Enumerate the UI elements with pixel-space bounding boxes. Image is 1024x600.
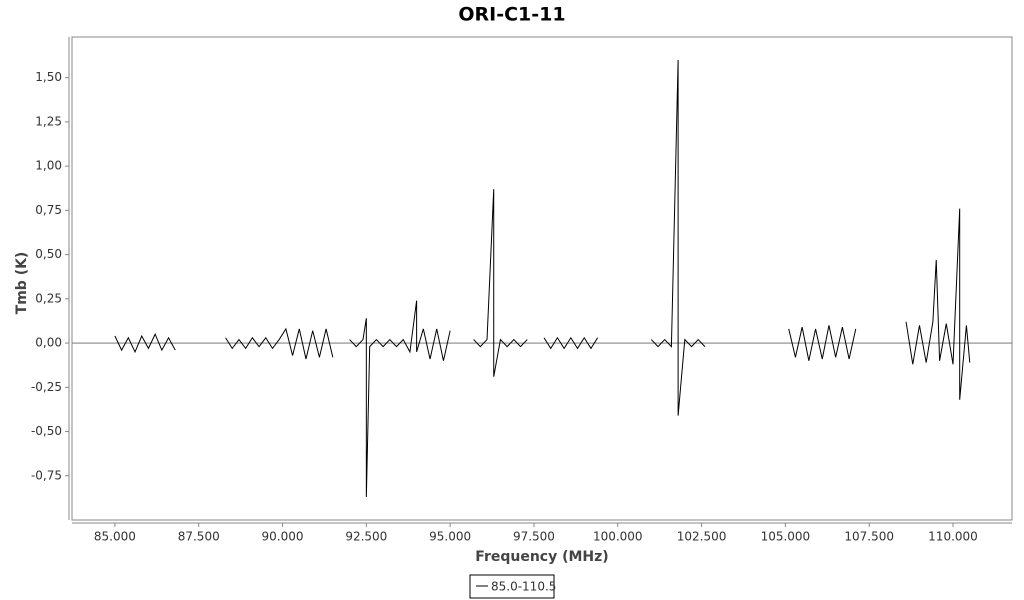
x-tick-label: 92.500 <box>345 530 387 544</box>
y-tick-label: 0,75 <box>35 203 62 217</box>
x-tick-label: 100.000 <box>593 530 643 544</box>
x-axis-label: Frequency (MHz) <box>475 549 608 565</box>
x-tick-label: 90.000 <box>262 530 304 544</box>
y-tick-label: 1,00 <box>35 159 62 173</box>
y-tick-label: 1,50 <box>35 70 62 84</box>
legend <box>469 574 555 599</box>
y-tick-label: 1,25 <box>35 114 62 128</box>
legend-label: 85.0-110.5 <box>491 580 556 594</box>
spectrum-line <box>114 59 971 498</box>
y-tick-label: 0,25 <box>35 291 62 305</box>
x-tick-label: 87.500 <box>178 530 220 544</box>
x-tick-label: 95.000 <box>429 530 471 544</box>
x-tick-label: 102.500 <box>677 530 727 544</box>
x-tick-label: 97.500 <box>513 530 555 544</box>
x-tick-label: 110.000 <box>928 530 978 544</box>
plot-frame <box>71 36 1013 521</box>
y-tick-label: -0,50 <box>31 424 62 438</box>
x-tick-label: 107.500 <box>844 530 894 544</box>
y-axis-label: Tmb (K) <box>14 252 30 315</box>
y-tick-label: -0,25 <box>31 380 62 394</box>
y-tick-label: -0,75 <box>31 468 62 482</box>
y-tick-label: 0,50 <box>35 247 62 261</box>
y-tick-label: 0,00 <box>35 336 62 350</box>
chart-title: ORI-C1-11 <box>458 4 565 26</box>
x-tick-label: 105.000 <box>761 530 811 544</box>
x-tick-label: 85.000 <box>94 530 136 544</box>
